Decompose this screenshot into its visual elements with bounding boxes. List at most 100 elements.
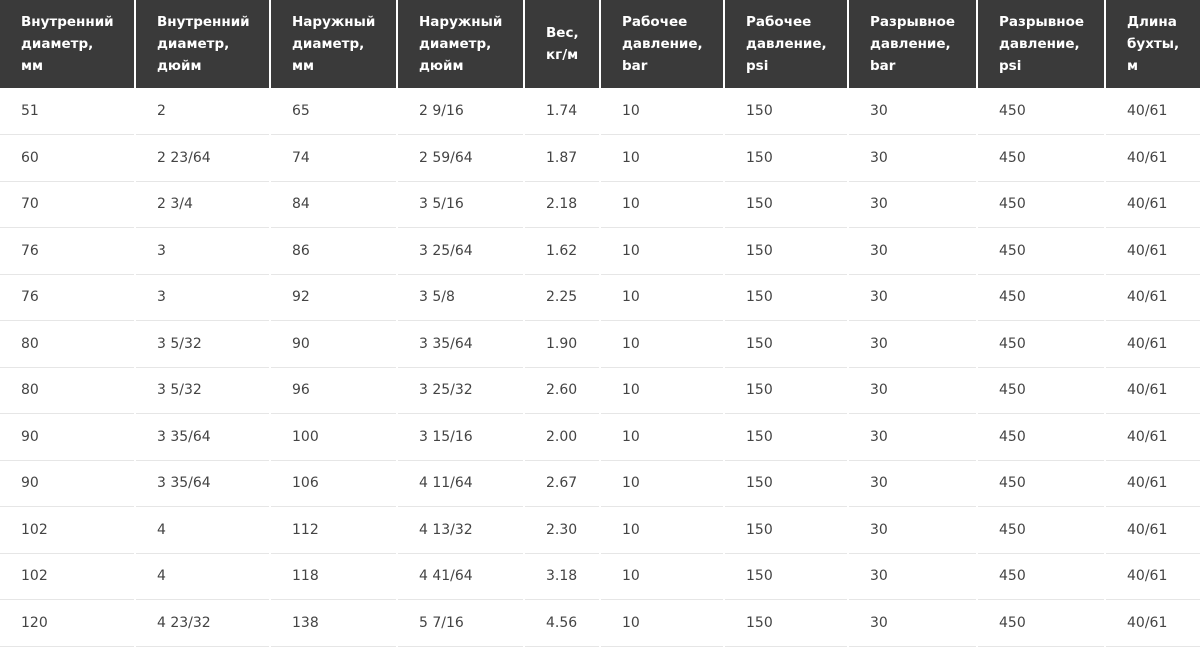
table-body: 51 2 65 2 9/16 1.74 10 150 30 450 40/61 60 2 23/64 7…	[0, 88, 1200, 647]
table-cell: 2	[134, 88, 270, 135]
table-row: 102 4 118 4 41/64 3.18 10 150 30 450 40/61	[0, 553, 1200, 600]
table-cell: 2 23/64	[134, 134, 270, 182]
table-cell: 76	[0, 227, 135, 275]
table-cell: 80	[0, 367, 135, 414]
table-cell: 40/61	[1104, 227, 1200, 275]
table-cell: 150	[723, 181, 848, 228]
table-cell: 120	[0, 599, 135, 647]
table-cell: 1.74	[523, 88, 600, 135]
table-cell: 30	[847, 134, 977, 182]
table-cell: 150	[723, 553, 848, 600]
table-cell: 102	[0, 553, 135, 600]
table-cell: 2.00	[523, 413, 600, 461]
table-cell: 40/61	[1104, 599, 1200, 647]
table-cell: 4 13/32	[396, 506, 524, 554]
header-row: Внутренний диаметр, мм Внутренний диаметр…	[0, 0, 1200, 88]
table-cell: 65	[269, 88, 397, 135]
table-cell: 450	[976, 227, 1105, 275]
table-cell: 74	[269, 134, 397, 182]
table-cell: 138	[269, 599, 397, 647]
table-cell: 30	[847, 460, 977, 507]
table-cell: 10	[599, 460, 724, 507]
table-cell: 30	[847, 367, 977, 414]
table-cell: 76	[0, 274, 135, 321]
table-cell: 4 11/64	[396, 460, 524, 507]
table-cell: 4	[134, 506, 270, 554]
table-cell: 450	[976, 88, 1105, 135]
table-cell: 10	[599, 413, 724, 461]
table-cell: 450	[976, 134, 1105, 182]
table-cell: 3	[134, 227, 270, 275]
table-cell: 150	[723, 227, 848, 275]
column-header: Длина бухты, м	[1104, 0, 1200, 88]
table-cell: 2.67	[523, 460, 600, 507]
table-cell: 40/61	[1104, 274, 1200, 321]
column-header: Рабочее давление, psi	[723, 0, 848, 88]
table-cell: 102	[0, 506, 135, 554]
table-cell: 40/61	[1104, 134, 1200, 182]
table-cell: 2 9/16	[396, 88, 524, 135]
table-cell: 5 7/16	[396, 599, 524, 647]
table-cell: 90	[0, 413, 135, 461]
table-cell: 10	[599, 227, 724, 275]
table-cell: 30	[847, 506, 977, 554]
table-cell: 51	[0, 88, 135, 135]
table-cell: 150	[723, 320, 848, 368]
table-cell: 3 35/64	[134, 413, 270, 461]
table-cell: 10	[599, 134, 724, 182]
table-cell: 2.18	[523, 181, 600, 228]
table-row: 76 3 86 3 25/64 1.62 10 150 30 450 40/61	[0, 227, 1200, 275]
table-cell: 30	[847, 88, 977, 135]
column-header: Вес, кг/м	[523, 0, 600, 88]
column-header: Разрывное давление, psi	[976, 0, 1105, 88]
table-cell: 40/61	[1104, 367, 1200, 414]
table-cell: 10	[599, 599, 724, 647]
table-cell: 10	[599, 181, 724, 228]
table-cell: 118	[269, 553, 397, 600]
table-cell: 40/61	[1104, 320, 1200, 368]
table-row: 120 4 23/32 138 5 7/16 4.56 10 150 30 450 40/61	[0, 599, 1200, 647]
table-cell: 2 59/64	[396, 134, 524, 182]
table-cell: 450	[976, 320, 1105, 368]
table-cell: 150	[723, 274, 848, 321]
table-cell: 3 5/32	[134, 367, 270, 414]
table-cell: 150	[723, 599, 848, 647]
table-row: 80 3 5/32 96 3 25/32 2.60 10 150 30 450 40/61	[0, 367, 1200, 414]
table-cell: 10	[599, 506, 724, 554]
table-cell: 2.60	[523, 367, 600, 414]
table-cell: 96	[269, 367, 397, 414]
table-cell: 40/61	[1104, 553, 1200, 600]
table-cell: 40/61	[1104, 413, 1200, 461]
table-row: 70 2 3/4 84 3 5/16 2.18 10 150 30 450 40/61	[0, 181, 1200, 228]
table-cell: 30	[847, 553, 977, 600]
table-cell: 450	[976, 460, 1105, 507]
table-cell: 70	[0, 181, 135, 228]
table-cell: 3 15/16	[396, 413, 524, 461]
column-header: Наружный диаметр, дюйм	[396, 0, 524, 88]
table-cell: 60	[0, 134, 135, 182]
table-cell: 40/61	[1104, 88, 1200, 135]
table-cell: 2.25	[523, 274, 600, 321]
table-cell: 150	[723, 506, 848, 554]
table-cell: 30	[847, 320, 977, 368]
table-cell: 10	[599, 320, 724, 368]
table-cell: 2.30	[523, 506, 600, 554]
table-cell: 3 35/64	[134, 460, 270, 507]
table-cell: 450	[976, 599, 1105, 647]
table-cell: 10	[599, 88, 724, 135]
table-cell: 450	[976, 506, 1105, 554]
table-row: 90 3 35/64 100 3 15/16 2.00 10 150 30 450 40/61	[0, 413, 1200, 461]
table-cell: 450	[976, 181, 1105, 228]
table-cell: 84	[269, 181, 397, 228]
table-cell: 150	[723, 413, 848, 461]
table-cell: 40/61	[1104, 181, 1200, 228]
table-cell: 4 23/32	[134, 599, 270, 647]
table-cell: 3 25/32	[396, 367, 524, 414]
table-cell: 1.62	[523, 227, 600, 275]
column-header: Внутренний диаметр, мм	[0, 0, 135, 88]
column-header: Наружный диаметр, мм	[269, 0, 397, 88]
table-row: 80 3 5/32 90 3 35/64 1.90 10 150 30 450 40/61	[0, 320, 1200, 368]
column-header: Рабочее давление, bar	[599, 0, 724, 88]
